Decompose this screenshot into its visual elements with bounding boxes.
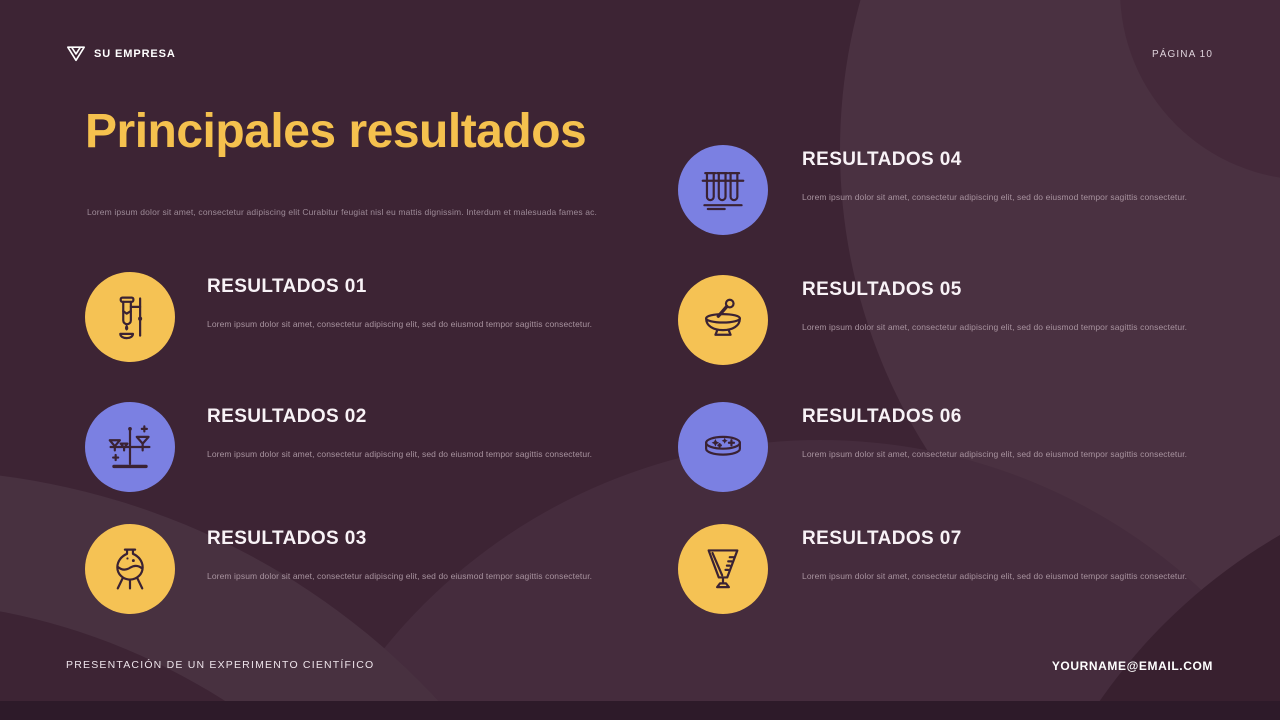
- page-number: PÁGINA 10: [1151, 49, 1213, 60]
- result-row: RESULTADOS 07 Lorem ipsum dolor sit amet…: [678, 524, 1187, 614]
- test-tube-burner-icon: [119, 296, 143, 340]
- petri-dish-icon: [705, 435, 741, 456]
- result-body: Lorem ipsum dolor sit amet, consectetur …: [207, 319, 593, 329]
- intro-text: Lorem ipsum dolor sit amet, consectetur …: [87, 207, 598, 217]
- brand: SU EMPRESA: [66, 44, 176, 63]
- result-icon-circle: [678, 524, 768, 614]
- result-body: Lorem ipsum dolor sit amet, consectetur …: [802, 192, 1188, 202]
- result-row: RESULTADOS 05 Lorem ipsum dolor sit amet…: [678, 275, 1187, 365]
- mortar-pestle-icon: [705, 298, 741, 336]
- result-title: RESULTADOS 05: [802, 279, 962, 300]
- page-title: Principales resultados: [85, 105, 587, 158]
- result-row: RESULTADOS 04 Lorem ipsum dolor sit amet…: [678, 145, 1187, 235]
- lab-stand-funnels-icon: [108, 425, 151, 469]
- result-body: Lorem ipsum dolor sit amet, consectetur …: [207, 571, 593, 581]
- result-title: RESULTADOS 04: [802, 149, 962, 170]
- result-icon-circle: [678, 145, 768, 235]
- brand-logo-icon: [67, 46, 85, 62]
- result-row: RESULTADOS 01 Lorem ipsum dolor sit amet…: [85, 272, 592, 362]
- footer-right-email: YOURNAME@EMAIL.COM: [1051, 659, 1213, 673]
- result-title: RESULTADOS 01: [207, 276, 367, 297]
- result-icon-circle: [85, 402, 175, 492]
- brand-name: SU EMPRESA: [94, 47, 176, 60]
- result-icon-circle: [85, 524, 175, 614]
- result-title: RESULTADOS 07: [802, 528, 962, 549]
- result-icon-circle: [678, 402, 768, 492]
- result-body: Lorem ipsum dolor sit amet, consectetur …: [802, 322, 1188, 332]
- result-row: RESULTADOS 02 Lorem ipsum dolor sit amet…: [85, 402, 592, 492]
- round-flask-tripod-icon: [116, 548, 144, 590]
- result-title: RESULTADOS 06: [802, 406, 962, 427]
- bottom-bar: [0, 701, 1280, 720]
- result-title: RESULTADOS 03: [207, 528, 367, 549]
- result-icon-circle: [85, 272, 175, 362]
- result-row: RESULTADOS 06 Lorem ipsum dolor sit amet…: [678, 402, 1187, 492]
- result-body: Lorem ipsum dolor sit amet, consectetur …: [802, 449, 1188, 459]
- result-body: Lorem ipsum dolor sit amet, consectetur …: [207, 449, 593, 459]
- test-tube-rack-icon: [701, 172, 745, 211]
- measuring-cone-icon: [707, 549, 739, 589]
- result-icon-circle: [678, 275, 768, 365]
- footer-left-text: PRESENTACIÓN DE UN EXPERIMENTO CIENTÍFIC…: [66, 659, 375, 671]
- result-title: RESULTADOS 02: [207, 406, 367, 427]
- result-row: RESULTADOS 03 Lorem ipsum dolor sit amet…: [85, 524, 592, 614]
- result-body: Lorem ipsum dolor sit amet, consectetur …: [802, 571, 1188, 581]
